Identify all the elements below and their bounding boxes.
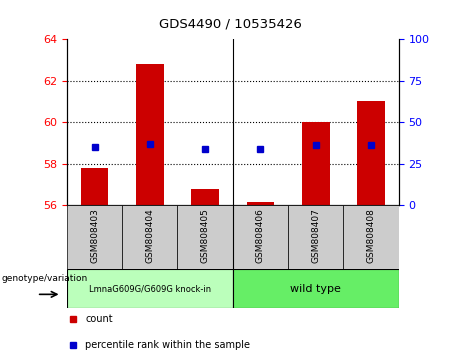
- Bar: [191, 189, 219, 205]
- Text: GSM808404: GSM808404: [145, 209, 154, 263]
- Bar: [122, 205, 177, 269]
- Text: LmnaG609G/G609G knock-in: LmnaG609G/G609G knock-in: [89, 284, 211, 293]
- Bar: [357, 101, 385, 205]
- Bar: [233, 269, 399, 308]
- Text: percentile rank within the sample: percentile rank within the sample: [85, 340, 250, 350]
- Bar: [177, 205, 233, 269]
- Bar: [288, 205, 343, 269]
- Text: GDS4490 / 10535426: GDS4490 / 10535426: [159, 18, 302, 31]
- Bar: [67, 205, 122, 269]
- Text: count: count: [85, 314, 113, 325]
- Text: GSM808406: GSM808406: [256, 209, 265, 263]
- Bar: [302, 122, 330, 205]
- Bar: [247, 202, 274, 205]
- Bar: [343, 205, 399, 269]
- Bar: [233, 205, 288, 269]
- Text: GSM808408: GSM808408: [366, 209, 376, 263]
- Bar: [136, 64, 164, 205]
- Bar: [81, 168, 108, 205]
- Text: GSM808405: GSM808405: [201, 209, 210, 263]
- Text: GSM808403: GSM808403: [90, 209, 99, 263]
- Text: GSM808407: GSM808407: [311, 209, 320, 263]
- Text: wild type: wild type: [290, 284, 341, 293]
- Text: genotype/variation: genotype/variation: [1, 274, 88, 283]
- Bar: [67, 269, 233, 308]
